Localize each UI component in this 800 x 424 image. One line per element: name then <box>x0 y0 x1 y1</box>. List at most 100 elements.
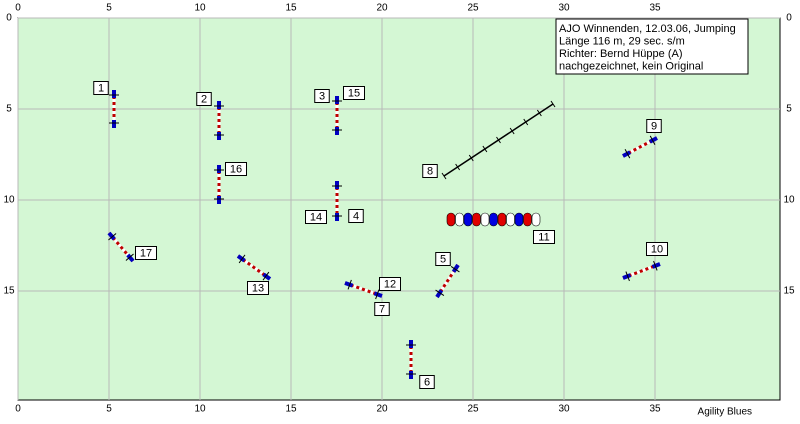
obstacle-number: 3 <box>319 90 325 102</box>
jump-pole <box>108 233 117 241</box>
y-tick-label: 0 <box>786 13 792 24</box>
jump-wing <box>236 254 246 263</box>
number-box <box>379 277 401 291</box>
number-box <box>374 302 390 316</box>
number-box <box>343 86 365 100</box>
number-box <box>93 81 109 95</box>
x-tick-label: 0 <box>15 404 21 415</box>
dogwalk-slat <box>482 145 488 153</box>
obstacle-number: 16 <box>230 163 242 175</box>
plot-area <box>17 17 781 401</box>
tunnel-segment <box>463 212 473 227</box>
number-box <box>247 281 269 295</box>
info-line: nachgezeichnet, kein Original <box>559 61 703 73</box>
number-box <box>305 210 327 224</box>
y-tick-label: 0 <box>6 13 12 24</box>
number-box <box>533 230 555 244</box>
number-box <box>422 164 438 178</box>
number-box <box>348 209 364 223</box>
x-tick-label: 30 <box>558 404 570 415</box>
x-tick-label: 0 <box>15 3 21 14</box>
obstacle-number: 1 <box>98 82 104 94</box>
tunnel-segment <box>523 212 532 227</box>
tunnel-segment <box>446 212 456 227</box>
obstacle-number: 14 <box>310 211 322 223</box>
tunnel-segment <box>514 212 524 227</box>
number-box <box>225 162 247 176</box>
number-box <box>314 89 330 103</box>
obstacle-number: 8 <box>427 165 433 177</box>
tunnel-segment <box>480 212 490 227</box>
tunnel-segment <box>455 212 464 227</box>
jump-wing <box>648 136 658 144</box>
number-box <box>419 375 435 389</box>
y-tick-label: 5 <box>786 104 792 115</box>
jump-pole <box>435 289 445 296</box>
jump-pole <box>624 149 631 159</box>
info-line: Richter: Bernd Hüppe (A) <box>559 48 683 60</box>
tunnel-segment <box>472 212 481 227</box>
jump-pole <box>347 279 352 290</box>
obstacle-number: 6 <box>424 376 430 388</box>
number-box <box>196 92 212 106</box>
info-box <box>555 18 749 75</box>
tunnel-segment <box>497 212 507 227</box>
x-tick-label: 20 <box>376 404 388 415</box>
jump-pole <box>125 253 134 261</box>
jump-pole <box>262 271 270 281</box>
x-tick-label: 30 <box>558 3 570 14</box>
obstacle-number: 11 <box>538 231 549 243</box>
obstacle-number: 15 <box>348 87 360 99</box>
dogwalk-slat <box>455 163 461 171</box>
x-tick-label: 15 <box>285 404 297 415</box>
obstacle-number: 7 <box>379 303 385 315</box>
x-tick-label: 35 <box>649 404 661 415</box>
number-box <box>435 252 451 266</box>
info-line: Länge 116 m, 29 sec. s/m <box>559 36 685 48</box>
obstacle-number: 12 <box>384 278 396 290</box>
number-box <box>135 246 157 260</box>
x-tick-label: 25 <box>467 404 479 415</box>
y-tick-label: 15 <box>3 286 15 297</box>
x-tick-label: 15 <box>285 3 297 14</box>
x-tick-label: 10 <box>194 404 206 415</box>
jump-wing <box>344 281 354 288</box>
tunnel-segment <box>489 212 498 227</box>
tunnel-segment <box>531 212 541 227</box>
jump-pole <box>625 271 630 282</box>
jump-pole <box>653 260 658 271</box>
jump-pole <box>450 266 460 273</box>
x-tick-label: 35 <box>649 3 661 14</box>
footer: Agility Blues <box>698 407 752 418</box>
y-tick-label: 10 <box>3 195 15 206</box>
obstacle-number: 17 <box>140 247 152 259</box>
info-line: AJO Winnenden, 12.03.06, Jumping <box>559 23 736 35</box>
jump-wing <box>651 262 661 269</box>
jump-wing <box>373 291 383 298</box>
dogwalk-slat <box>468 154 474 162</box>
obstacle-number: 5 <box>440 253 446 265</box>
jump-wing <box>622 150 632 158</box>
y-tick-label: 10 <box>783 195 795 206</box>
jump-wing <box>126 253 135 263</box>
number-box <box>646 119 662 133</box>
x-tick-label: 5 <box>106 3 112 14</box>
jump-wing <box>435 289 444 299</box>
jump-pole <box>649 135 656 145</box>
obstacle-number: 2 <box>201 93 207 105</box>
dogwalk-slat <box>536 109 542 117</box>
jump-pole <box>375 289 380 300</box>
obstacle-number: 9 <box>651 120 657 132</box>
obstacle-number: 10 <box>651 243 663 255</box>
dogwalk-slat <box>509 127 515 135</box>
obstacle-number: 4 <box>353 210 359 222</box>
jump-pole <box>238 254 246 264</box>
tunnel-segment <box>506 212 515 227</box>
jump-wing <box>107 231 116 241</box>
jump-wing <box>262 272 272 281</box>
x-tick-label: 25 <box>467 3 479 14</box>
obstacle-number: 13 <box>252 282 264 294</box>
x-tick-label: 10 <box>194 3 206 14</box>
number-box <box>646 242 668 256</box>
